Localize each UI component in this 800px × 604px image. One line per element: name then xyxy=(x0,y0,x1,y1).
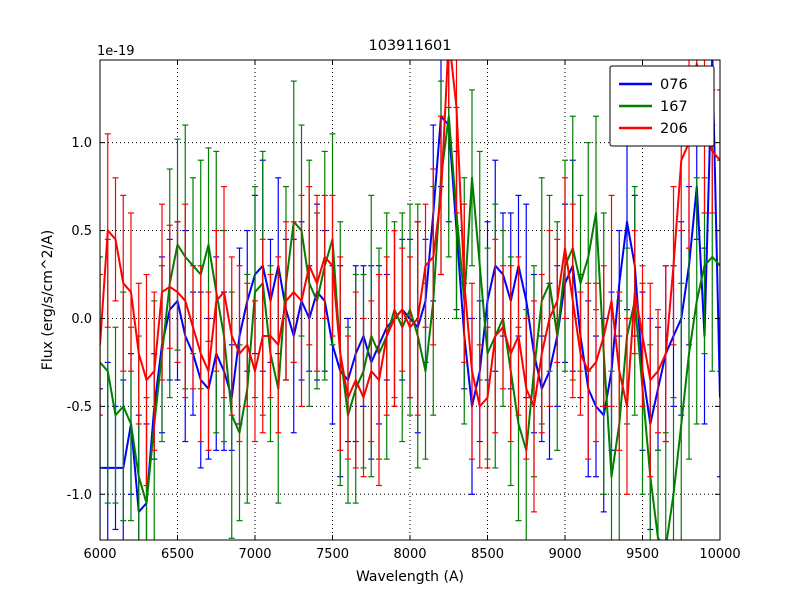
y-axis-offset-text: 1e-19 xyxy=(97,44,135,59)
x-axis-label: Wavelength (A) xyxy=(356,569,464,585)
plot-content: 6000 6500 7000 7500 8000 8500 9000 9500 10000 -1.… xyxy=(67,59,741,562)
x-tick-label: 8500 xyxy=(471,547,504,562)
x-tick-label: 10000 xyxy=(699,547,740,562)
x-tick-label: 9000 xyxy=(548,547,581,562)
y-tick-label: -0.5 xyxy=(67,400,92,415)
series-206-line xyxy=(100,60,720,408)
legend: 076 167 206 xyxy=(609,65,715,147)
x-tick-label: 7500 xyxy=(316,547,349,562)
legend-label-206: 206 xyxy=(660,121,688,137)
tick-labels: 6000 6500 7000 7500 8000 8500 9000 9500 10000 -1.… xyxy=(67,136,741,562)
legend-label-167: 167 xyxy=(660,99,688,115)
x-tick-label: 9500 xyxy=(626,547,659,562)
x-tick-label: 6500 xyxy=(161,547,194,562)
x-tick-label: 7000 xyxy=(238,547,271,562)
y-tick-label: 0.0 xyxy=(71,312,92,327)
y-tick-label: -1.0 xyxy=(67,488,92,503)
x-tick-label: 8000 xyxy=(393,547,426,562)
y-tick-label: 1.0 xyxy=(71,136,92,151)
legend-box xyxy=(609,65,715,147)
y-axis-label: Flux (erg/s/cm^2/A) xyxy=(40,230,56,370)
plot-title: 103911601 xyxy=(368,38,451,54)
axis-ticks xyxy=(99,60,721,540)
y-tick-label: 0.5 xyxy=(71,224,92,239)
legend-label-076: 076 xyxy=(660,77,688,93)
x-tick-label: 6000 xyxy=(83,547,116,562)
